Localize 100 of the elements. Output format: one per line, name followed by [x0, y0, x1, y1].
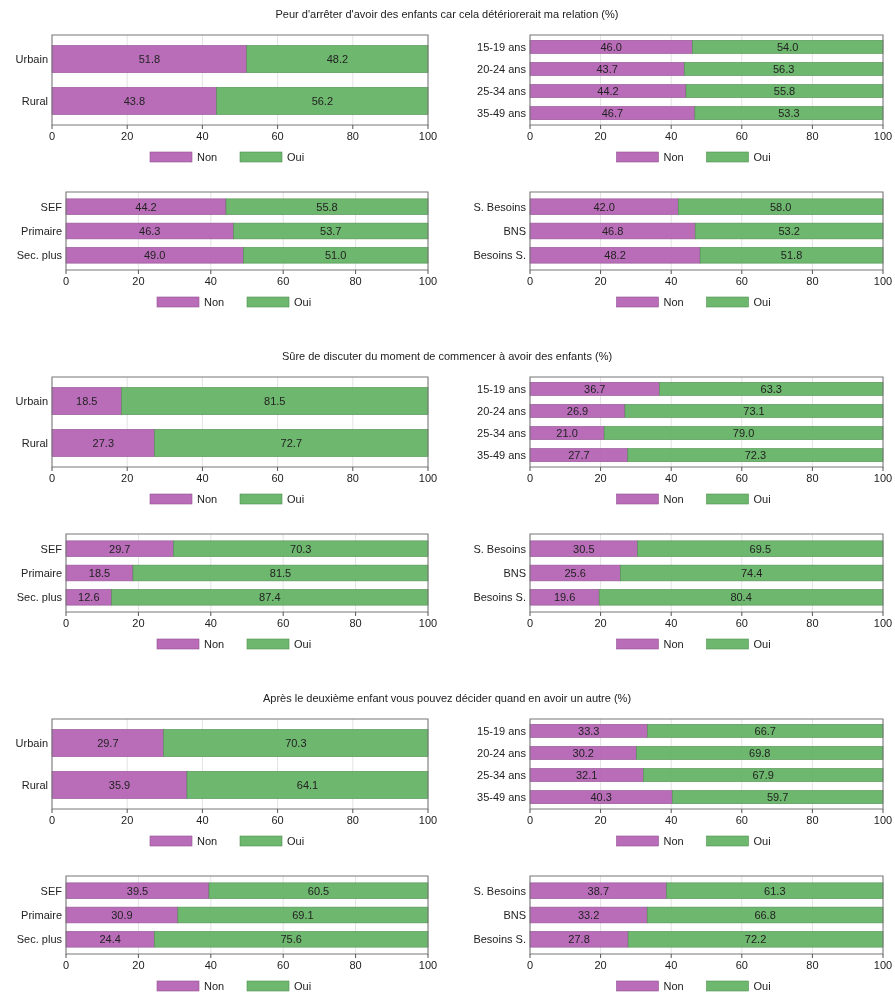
bar — [627, 931, 884, 948]
x-tick-label: 40 — [196, 130, 209, 142]
data-label: 26.9 — [566, 404, 589, 417]
data-label: 27.3 — [92, 436, 115, 449]
data-label: 25.6 — [564, 566, 586, 579]
x-tick-label: 20 — [594, 814, 607, 826]
x-tick-label: 60 — [277, 617, 290, 629]
bar — [65, 540, 174, 557]
y-tick-label: S. Besoins — [473, 542, 527, 555]
x-tick-label: 20 — [121, 130, 134, 142]
data-label: 30.2 — [572, 746, 595, 759]
data-label: 38.7 — [587, 884, 610, 897]
x-tick-label: 0 — [526, 275, 534, 287]
data-label: 44.2 — [597, 84, 619, 97]
x-tick-label: 100 — [873, 814, 893, 826]
bar — [173, 540, 429, 557]
y-tick-label: Rural — [21, 436, 48, 449]
data-label: 36.7 — [584, 382, 606, 395]
bar — [529, 448, 629, 462]
bar — [529, 382, 660, 396]
legend-label: Oui — [294, 979, 312, 992]
data-label: 73.1 — [743, 404, 765, 417]
bar — [643, 768, 884, 782]
data-label: 53.2 — [778, 224, 800, 237]
y-tick-label: Sec. plus — [16, 591, 63, 604]
y-tick-label: 25-34 ans — [477, 768, 527, 781]
data-label: 27.7 — [568, 448, 590, 461]
data-label: 66.8 — [754, 908, 776, 921]
bar — [683, 62, 884, 76]
bar — [529, 40, 693, 54]
bar — [65, 222, 234, 240]
bar — [603, 426, 884, 440]
bar — [208, 882, 429, 899]
y-tick-label: Besoins S. — [473, 249, 526, 262]
bar — [163, 729, 429, 757]
data-label: 72.3 — [744, 448, 767, 461]
bar — [666, 882, 884, 899]
x-tick-label: 100 — [418, 814, 438, 826]
bar — [154, 931, 429, 948]
x-tick-label: 40 — [196, 814, 209, 826]
data-label: 69.8 — [749, 746, 771, 759]
x-tick-label: 40 — [204, 617, 217, 629]
x-tick-label: 80 — [806, 130, 819, 142]
legend-label: Oui — [294, 637, 312, 650]
x-tick-label: 20 — [132, 617, 145, 629]
x-tick-label: 0 — [526, 959, 534, 971]
x-tick-label: 0 — [48, 130, 56, 142]
bar — [671, 790, 884, 804]
x-tick-label: 80 — [806, 275, 819, 287]
y-tick-label: BNS — [503, 224, 526, 237]
bar — [216, 87, 429, 115]
bar — [65, 247, 244, 264]
x-tick-label: 40 — [204, 959, 217, 971]
x-tick-label: 60 — [735, 130, 748, 142]
data-label: 81.5 — [264, 394, 286, 407]
x-tick-label: 100 — [873, 130, 893, 142]
x-tick-label: 100 — [418, 617, 438, 629]
bar — [529, 724, 648, 738]
data-label: 43.7 — [596, 62, 618, 75]
x-tick-label: 80 — [806, 472, 819, 484]
data-label: 40.3 — [590, 790, 612, 803]
legend-label: Oui — [294, 295, 312, 308]
x-tick-label: 40 — [665, 275, 678, 287]
bar — [529, 222, 696, 240]
y-tick-label: 20-24 ans — [477, 62, 527, 75]
bar — [529, 247, 701, 264]
data-label: 46.0 — [600, 40, 622, 53]
bar — [225, 198, 429, 215]
bar — [677, 198, 884, 215]
data-label: 46.3 — [139, 224, 161, 237]
x-tick-label: 20 — [121, 814, 134, 826]
chart-title: Après le deuxième enfant vous pouvez décider quand en avoir un autre (%) — [262, 692, 632, 704]
bar — [529, 540, 638, 557]
legend-label: Non — [197, 834, 218, 847]
x-tick-label: 60 — [271, 472, 284, 484]
y-tick-label: 35-49 ans — [477, 790, 527, 803]
x-tick-label: 0 — [48, 472, 56, 484]
data-label: 19.6 — [553, 591, 576, 604]
data-label: 55.8 — [773, 84, 796, 97]
bar — [692, 40, 884, 54]
bar — [529, 404, 626, 418]
bar — [598, 589, 884, 606]
y-tick-label: SEF — [40, 884, 63, 897]
y-tick-label: Rural — [21, 778, 48, 791]
x-tick-label: 60 — [277, 275, 290, 287]
data-label: 39.5 — [126, 884, 149, 897]
y-tick-label: Primaire — [21, 566, 62, 579]
data-label: 53.7 — [320, 224, 342, 237]
data-label: 49.0 — [143, 249, 166, 262]
y-tick-label: 35-49 ans — [477, 106, 527, 119]
legend-label: Non — [197, 492, 218, 505]
y-tick-label: 15-19 ans — [477, 724, 527, 737]
x-tick-label: 0 — [62, 617, 70, 629]
data-label: 60.5 — [307, 884, 330, 897]
data-label: 53.3 — [778, 106, 800, 119]
bar — [529, 931, 629, 948]
x-tick-label: 20 — [594, 130, 607, 142]
bar — [529, 564, 621, 582]
data-label: 63.3 — [760, 382, 782, 395]
bar — [694, 106, 884, 120]
